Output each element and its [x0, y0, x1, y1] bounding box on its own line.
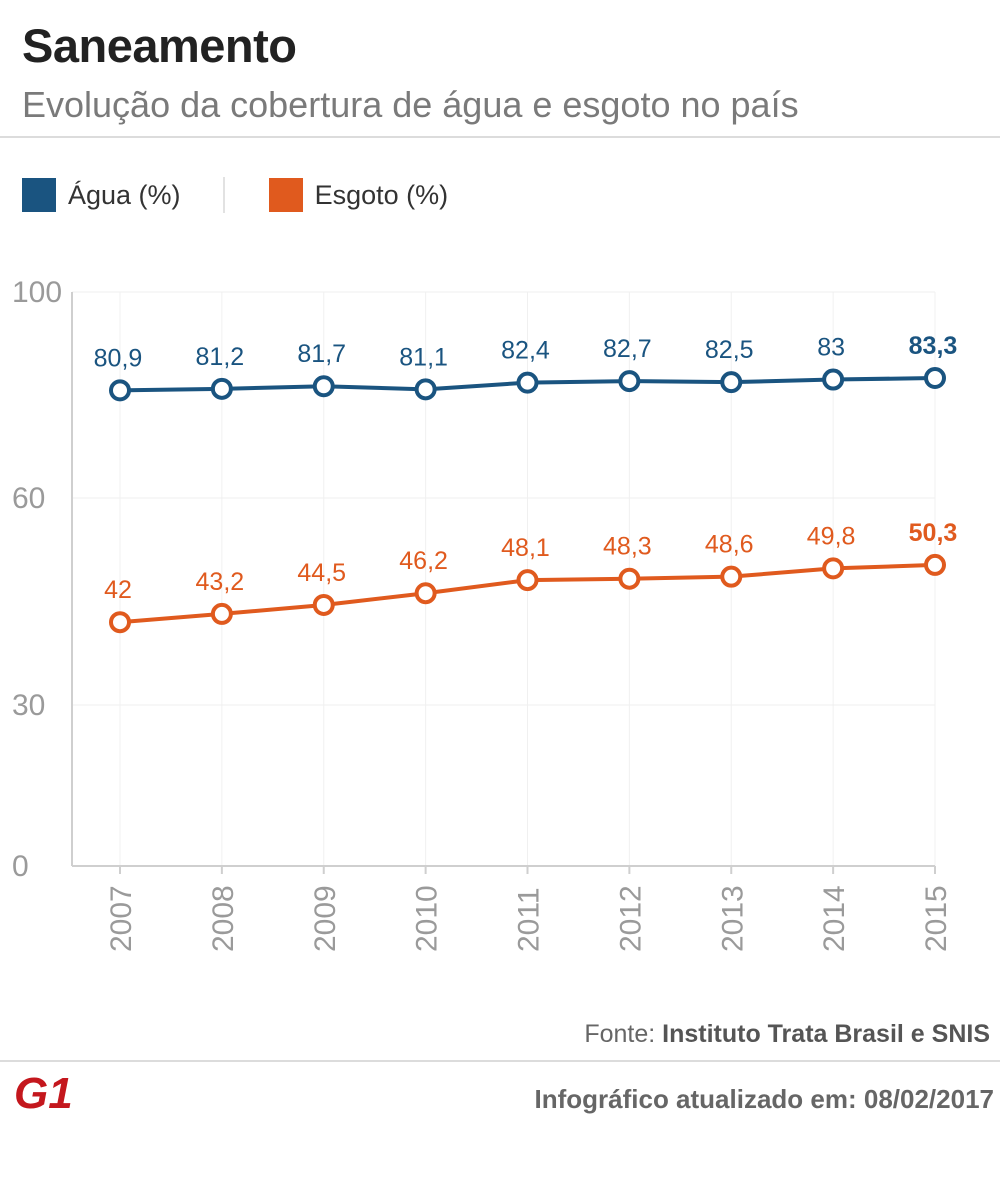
legend-item-esgoto: Esgoto (%)	[268, 178, 449, 212]
legend-item-agua: Água (%)	[22, 178, 181, 212]
data-label-agua-2014: 83	[817, 334, 845, 362]
y-tick-100: 100	[12, 276, 62, 309]
legend-label-agua: Água (%)	[68, 179, 181, 210]
data-label-agua-2011: 82,4	[501, 337, 550, 365]
y-tick-60: 60	[12, 482, 45, 515]
point-esgoto-2008	[210, 602, 233, 625]
x-tick-2011: 2011	[513, 887, 546, 952]
point-esgoto-2011	[516, 569, 539, 592]
point-agua-2014	[822, 368, 845, 391]
x-tick-2007: 2007	[105, 885, 138, 952]
x-tick-2008: 2008	[207, 885, 240, 952]
chart-title: Saneamento	[22, 19, 297, 72]
data-label-esgoto-2015: 50,3	[909, 519, 958, 547]
data-label-agua-2015: 83,3	[909, 332, 958, 360]
point-esgoto-2014	[822, 557, 845, 580]
point-agua-2015	[924, 367, 946, 390]
point-esgoto-2010	[414, 582, 437, 605]
point-esgoto-2009	[312, 593, 335, 616]
data-label-esgoto-2010: 46,2	[399, 547, 448, 575]
y-tick-30: 30	[12, 689, 45, 722]
data-label-esgoto-2013: 48,6	[705, 531, 754, 559]
header-divider	[0, 136, 1000, 138]
data-label-esgoto-2007: 42	[104, 576, 132, 604]
point-agua-2008	[210, 377, 233, 400]
data-label-agua-2008: 81,2	[196, 343, 245, 371]
data-label-esgoto-2011: 48,1	[501, 534, 550, 562]
x-tick-2015: 2015	[920, 885, 953, 952]
g1-logo-icon: G1	[14, 1070, 73, 1112]
point-esgoto-2007	[109, 611, 131, 634]
source-note: Fonte: Instituto Trata Brasil e SNIS	[584, 1020, 990, 1049]
point-agua-2011	[516, 371, 539, 394]
source-name: Instituto Trata Brasil e SNIS	[662, 1020, 990, 1048]
data-label-agua-2010: 81,1	[399, 343, 448, 371]
updated-note: Infográfico atualizado em: 08/02/2017	[534, 1084, 995, 1114]
x-tick-2014: 2014	[818, 885, 851, 952]
data-label-esgoto-2012: 48,3	[603, 533, 652, 561]
point-esgoto-2012	[618, 567, 641, 590]
legend-separator	[222, 177, 225, 213]
x-tick-2013: 2013	[716, 885, 749, 952]
x-tick-2012: 2012	[614, 885, 647, 952]
data-label-agua-2009: 81,7	[297, 340, 346, 368]
legend-label-esgoto: Esgoto (%)	[314, 179, 449, 210]
line-chart: 100 60 30 0 2007 2008 2009 2010 2011 2012 2013 2014…	[12, 276, 958, 952]
y-tick-0: 0	[12, 850, 29, 883]
data-label-agua-2013: 82,5	[705, 336, 754, 364]
data-label-esgoto-2008: 43,2	[196, 568, 245, 596]
data-label-esgoto-2009: 44,5	[297, 559, 346, 587]
footer-divider	[0, 1060, 1000, 1062]
legend-swatch-esgoto	[268, 178, 303, 212]
legend-swatch-agua	[22, 178, 56, 212]
data-label-agua-2007: 80,9	[94, 344, 143, 372]
point-esgoto-2013	[720, 565, 743, 588]
point-agua-2013	[720, 371, 743, 394]
point-agua-2009	[312, 375, 335, 398]
chart-subtitle: Evolução da cobertura de água e esgoto n…	[22, 84, 799, 125]
point-esgoto-2015	[924, 553, 946, 576]
data-label-esgoto-2014: 49,8	[807, 522, 856, 550]
x-tick-2009: 2009	[309, 885, 342, 952]
chart-legend: Água (%) Esgoto (%)	[22, 176, 448, 214]
x-tick-2010: 2010	[411, 885, 444, 952]
data-label-agua-2012: 82,7	[603, 335, 652, 363]
source-prefix: Fonte:	[584, 1020, 663, 1048]
point-agua-2012	[618, 370, 641, 393]
g1-logo-text: G1	[14, 1070, 73, 1112]
point-agua-2007	[109, 379, 131, 402]
point-agua-2010	[414, 378, 437, 401]
